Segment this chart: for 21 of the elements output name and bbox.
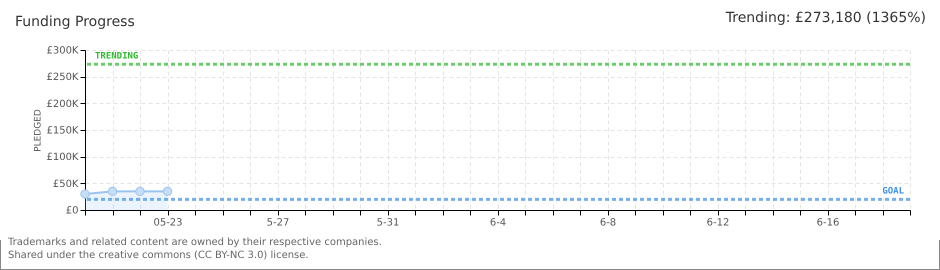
y-tick-label: £250K [46,72,79,84]
text: Shared under the creative commons (CC BY-NC 3.0) license. [8,249,310,262]
x-tick-label: 6-12 [706,218,730,228]
y-tick-label: £200K [46,98,79,110]
chart-title: Funding Progress [15,14,135,30]
y-tick-label: £150K [46,126,79,136]
x-tick-label: 6-8 [600,218,616,228]
y-tick-label: £300K [46,46,79,56]
chart-subtitle: Trending: £273,180 (1365%) [726,10,926,26]
x-tick-label: 5-31 [376,218,400,228]
y-tick-label: £50K [52,178,79,190]
y-axis-title: PLEDGED [33,109,44,152]
y-tick-label: £100K [46,152,79,164]
text: Trademarks and related content are owned by their respective companies. [8,236,382,249]
x-tick-label: 6-16 [816,218,840,228]
x-tick-label: 05-23 [153,218,183,228]
x-tick-label: 5-27 [266,218,290,228]
ref-line-label: GOAL [882,186,905,196]
ref-line-label: TRENDING [95,51,138,62]
x-tick-label: 6-4 [490,218,506,228]
y-tick-label: £0 [66,206,78,216]
